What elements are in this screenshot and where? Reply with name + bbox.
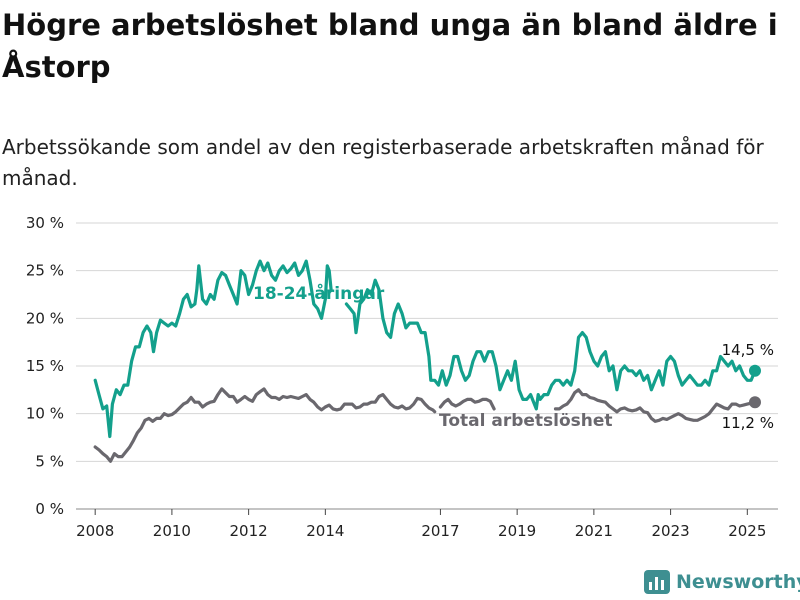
end-point-youth bbox=[748, 364, 761, 377]
bar-chart-icon bbox=[644, 570, 670, 594]
grid-layer bbox=[76, 222, 778, 510]
brand-logo: Newsworthy bbox=[644, 570, 800, 594]
series-line-youth bbox=[93, 259, 333, 439]
chart-subtitle: Arbetssökande som andel av den registerb… bbox=[2, 135, 764, 190]
y-tick-label: 30 % bbox=[26, 214, 64, 232]
x-tick-label: 2019 bbox=[498, 522, 536, 540]
label-layer: 18-24-åringar Total arbetslöshet 14,5 % 11,… bbox=[253, 282, 774, 432]
x-tick-label: 2010 bbox=[153, 522, 191, 540]
line-chart: 0 % 5 % 10 % 15 % 20 % 25 % 30 % 2008 2010 2012 20… bbox=[26, 214, 778, 540]
y-tick-label: 15 % bbox=[26, 357, 64, 375]
series-line-youth bbox=[344, 278, 757, 411]
series-line-total bbox=[93, 387, 437, 463]
y-tick-label: 10 % bbox=[26, 405, 64, 423]
x-tick-label: 2008 bbox=[76, 522, 114, 540]
axis-layer: 0 % 5 % 10 % 15 % 20 % 25 % 30 % 2008 2010 2012 20… bbox=[26, 214, 767, 540]
series-label-youth: 18-24-åringar bbox=[253, 282, 385, 304]
brand-name: Newsworthy bbox=[676, 571, 800, 593]
x-tick-label: 2012 bbox=[230, 522, 268, 540]
end-value-label-youth: 14,5 % bbox=[722, 341, 774, 359]
x-tick-label: 2025 bbox=[728, 522, 766, 540]
series-layer bbox=[93, 259, 761, 463]
y-tick-label: 5 % bbox=[35, 452, 64, 470]
y-tick-label: 25 % bbox=[26, 262, 64, 280]
series-line-total bbox=[438, 397, 496, 411]
x-tick-label: 2021 bbox=[575, 522, 613, 540]
chart-title: Högre arbetslöshet bland unga än bland ä… bbox=[2, 8, 778, 84]
x-tick-label: 2014 bbox=[306, 522, 344, 540]
end-point-total bbox=[748, 396, 761, 409]
series-line-total bbox=[553, 388, 757, 423]
y-tick-label: 20 % bbox=[26, 309, 64, 327]
x-tick-label: 2023 bbox=[651, 522, 689, 540]
y-tick-label: 0 % bbox=[35, 500, 64, 518]
series-label-total: Total arbetslöshet bbox=[439, 411, 613, 431]
end-value-label-total: 11,2 % bbox=[722, 414, 774, 432]
x-tick-label: 2017 bbox=[421, 522, 459, 540]
